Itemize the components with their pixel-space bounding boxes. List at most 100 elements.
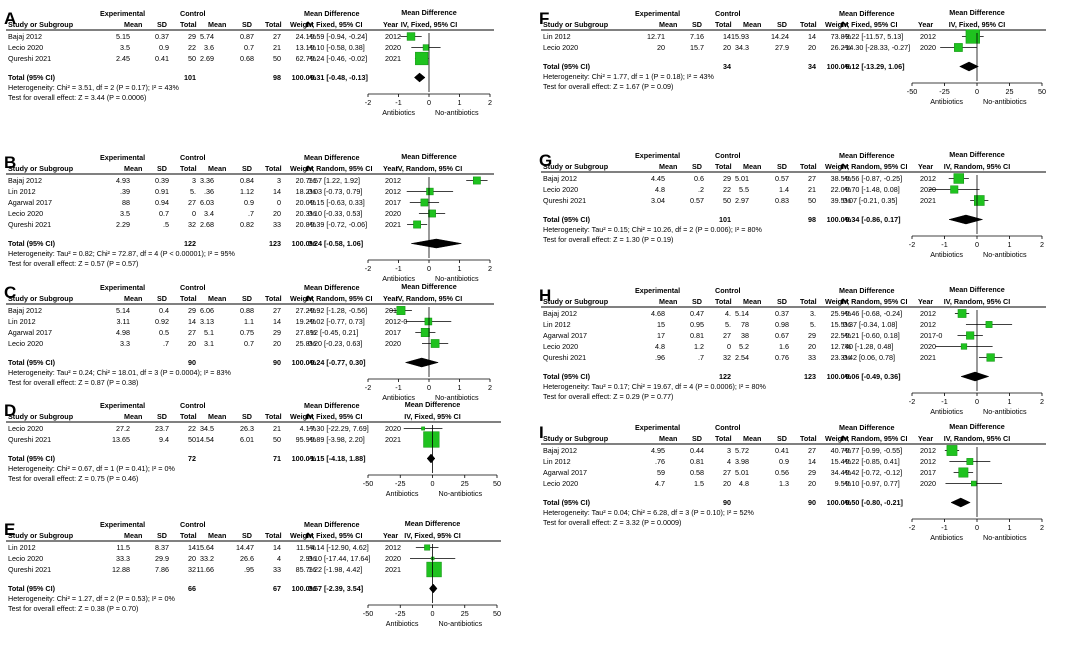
study-weight: 20.0% (296, 198, 317, 207)
total-weight: 100.0% (827, 62, 852, 71)
x-tick-label: 1 (1008, 397, 1012, 406)
total-ctl-n: 90 (808, 498, 816, 507)
study-year: 2020 (920, 479, 936, 488)
exp-sd: 1.5 (694, 479, 704, 488)
header-weight: Weight (290, 412, 314, 421)
favours-left-label: Antibiotics (930, 250, 963, 259)
header-ctl-sd: SD (242, 412, 252, 421)
forest-panel-g: G Experimental Control Mean Difference Mean … (539, 150, 1046, 259)
forest-panel-b: B Experimental Control Mean Difference Mean … (4, 152, 494, 283)
x-tick-label: -2 (365, 98, 371, 107)
header-exp-mean: Mean (124, 294, 142, 303)
study-weight: 39.5% (831, 196, 852, 205)
total-exp-n: 101 (184, 73, 196, 82)
header-ctl-total: Total (800, 434, 817, 443)
favours-left-label: Antibiotics (382, 274, 415, 283)
total-row: Total (95% CI) 101 98 100.0%-0.34 [-0.86, 0… (543, 214, 984, 225)
ctl-sd: 14.24 (771, 32, 789, 41)
study-marker (985, 321, 993, 328)
header-study: Study or Subgroup (8, 164, 74, 173)
study-year: 2012-0 (385, 317, 407, 326)
study-ci-text: 0.37 [-0.34, 1.08] (843, 320, 897, 329)
header-mean-difference: Mean Difference (304, 283, 360, 292)
header-exp-total: Total (715, 297, 732, 306)
exp-mean: 2.29 (116, 220, 130, 229)
header-weight: Weight (825, 297, 849, 306)
study-marker (422, 44, 430, 51)
table-row: Lecio 2020 33.3 29.9 20 33.2 26.6 4 2.9%0.10 [-… (8, 554, 456, 563)
ctl-mean: 2.97 (735, 196, 749, 205)
study-year: 2012 (920, 174, 936, 183)
exp-sd: 0.41 (155, 54, 169, 63)
total-weight: 100.0% (292, 73, 317, 82)
ctl-total: 50 (273, 435, 281, 444)
ctl-total: 20 (273, 209, 281, 218)
heterogeneity-text: Heterogeneity: Chi² = 0.67, df = 1 (P = … (8, 464, 175, 473)
exp-mean: 2.45 (116, 54, 130, 63)
ctl-total: 14 (273, 187, 281, 196)
header-exp-total: Total (715, 20, 732, 29)
study-year: 2021 (385, 220, 401, 229)
total-exp-n: 101 (719, 215, 731, 224)
header-ci: IV, Random, 95% CI (841, 434, 907, 443)
header-ctl-total: Total (265, 531, 282, 540)
exp-total: 0 (192, 209, 196, 218)
x-tick-label: 2 (488, 98, 492, 107)
ctl-total: 27 (808, 446, 816, 455)
header-control: Control (180, 283, 206, 292)
ctl-total: 0 (277, 198, 281, 207)
table-row: Bajaj 2012 4.45 0.6 29 5.01 0.57 27 38.5%-0.56 … (543, 173, 969, 184)
summary-diamond (413, 72, 426, 83)
header-exp-mean: Mean (124, 412, 142, 421)
x-tick-label: -50 (907, 87, 917, 96)
header-exp-sd: SD (157, 294, 167, 303)
study-year: 2012 (385, 176, 401, 185)
x-tick-label: -1 (941, 523, 947, 532)
exp-total: 4 (727, 457, 731, 466)
study-marker (472, 176, 481, 185)
study-ci-text: -0.10 [-0.97, 0.77] (843, 479, 900, 488)
ctl-mean: 15.93 (731, 32, 749, 41)
header-experimental: Experimental (100, 401, 145, 410)
study-year: 2020 (385, 209, 401, 218)
study-year: 2021 (385, 565, 401, 574)
header-mean-difference: Mean Difference (839, 9, 895, 18)
study-ci-text: 1.57 [1.22, 1.92] (308, 176, 360, 185)
ctl-mean: 5.74 (200, 32, 214, 41)
ctl-sd: 0.75 (240, 328, 254, 337)
header-control: Control (715, 423, 741, 432)
ctl-total: 50 (808, 196, 816, 205)
study-ci-text: -0.10 [-0.58, 0.38] (308, 43, 365, 52)
favours-right-label: No-antibiotics (983, 97, 1027, 106)
exp-total: 22 (188, 43, 196, 52)
header-plot-title: Mean Difference (405, 400, 461, 409)
total-row: Total (95% CI) 122 123 100.0%-0.06 [-0.49, … (543, 371, 990, 382)
header-exp-mean: Mean (124, 531, 142, 540)
total-ci-text: 0.24 [-0.58, 1.06] (308, 239, 363, 248)
ctl-total: 33 (273, 220, 281, 229)
total-label: Total (95% CI) (8, 454, 56, 463)
study-marker (986, 353, 995, 362)
heterogeneity-text: Heterogeneity: Chi² = 3.51, df = 2 (P = … (8, 83, 179, 92)
header-plot-title: Mean Difference (405, 519, 461, 528)
study-name: Lin 2012 (8, 317, 36, 326)
total-weight: 100.0% (292, 584, 317, 593)
study-year: 2017-0 (920, 331, 942, 340)
summary-diamond (948, 214, 984, 225)
study-weight: 85.7% (296, 565, 317, 574)
study-weight: 24.1% (296, 32, 317, 41)
header-year: Year (383, 20, 398, 29)
header-ctl-mean: Mean (743, 434, 761, 443)
study-marker (406, 32, 416, 41)
study-name: Bajaj 2012 (543, 446, 577, 455)
table-row: Lin 2012 12.71 7.16 14 15.93 14.24 14 73.8%-3.2… (543, 29, 984, 44)
table-row: Lin 2012 .39 0.91 5. .36 1.12 14 18.2%0.03 [-0.… (8, 187, 454, 196)
header-experimental: Experimental (635, 286, 680, 295)
summary-diamond (429, 583, 438, 594)
study-name: Bajaj 2012 (8, 32, 42, 41)
x-tick-label: -2 (909, 240, 915, 249)
ctl-sd: 14.47 (236, 543, 254, 552)
study-ci-text: -0.70 [-1.48, 0.08] (843, 185, 900, 194)
study-ci-text: -0.56 [-0.87, -0.25] (843, 174, 902, 183)
